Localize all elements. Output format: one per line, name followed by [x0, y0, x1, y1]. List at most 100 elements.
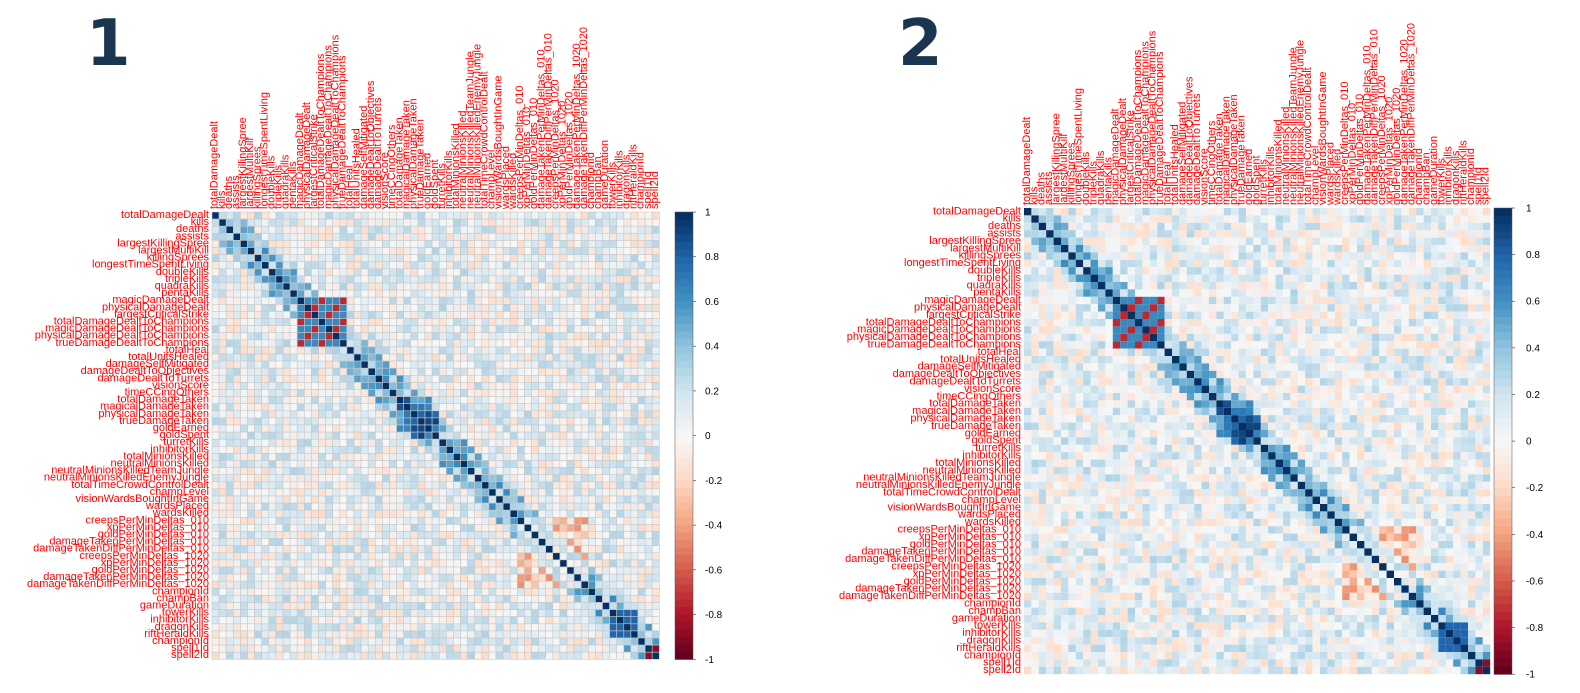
heatmap-cell — [417, 289, 426, 298]
heatmap-cell — [325, 573, 334, 582]
heatmap-cell — [1320, 274, 1328, 282]
heatmap-cell — [616, 488, 625, 497]
heatmap-cell — [332, 438, 341, 447]
heatmap-cell — [374, 502, 383, 511]
heatmap-cell — [587, 467, 596, 476]
heatmap-cell — [318, 644, 326, 653]
heatmap-cell — [1024, 296, 1032, 305]
heatmap-cell — [1268, 252, 1276, 260]
heatmap-cell — [367, 410, 376, 419]
heatmap-cell — [580, 240, 589, 248]
heatmap-cell — [474, 389, 483, 397]
heatmap-cell — [296, 623, 305, 632]
heatmap-cell — [609, 595, 617, 603]
heatmap-cell — [374, 431, 383, 440]
column-label: totalDamageDealt — [209, 121, 221, 209]
heatmap-cell — [261, 552, 270, 561]
heatmap-cell — [509, 552, 518, 561]
heatmap-cell — [1216, 208, 1224, 216]
heatmap-cell — [261, 453, 270, 461]
heatmap-cell — [1371, 252, 1380, 260]
heatmap-cell — [339, 389, 348, 397]
heatmap-cell — [403, 602, 412, 610]
heatmap-cell — [509, 374, 518, 383]
heatmap-cell — [254, 218, 263, 227]
heatmap-cell — [580, 587, 589, 596]
heatmap-cell — [275, 268, 284, 277]
heatmap-cell — [1290, 222, 1298, 231]
heatmap-cell — [396, 431, 405, 440]
heatmap-cell — [630, 460, 639, 468]
heatmap-cell — [431, 595, 440, 603]
heatmap-cell — [1423, 282, 1431, 290]
heatmap-cell — [467, 233, 476, 241]
heatmap-cell — [438, 587, 447, 596]
heatmap-cell — [1105, 267, 1113, 275]
heatmap-cell — [275, 566, 284, 575]
heatmap-cell — [516, 467, 525, 476]
heatmap-cell — [424, 573, 433, 582]
heatmap-cell — [268, 254, 277, 263]
heatmap-cell — [367, 460, 376, 468]
heatmap-cell — [318, 538, 326, 546]
heatmap-cell — [573, 630, 582, 639]
heatmap-cell — [495, 602, 504, 610]
heatmap-cell — [495, 644, 504, 653]
heatmap-cell — [417, 346, 426, 355]
heatmap-cell — [410, 495, 419, 504]
heatmap-cell — [438, 332, 447, 341]
heatmap-cell — [552, 431, 561, 440]
heatmap-cell — [318, 353, 326, 362]
heatmap-cell — [566, 595, 575, 603]
heatmap-cell — [580, 211, 589, 220]
heatmap-cell — [311, 268, 319, 277]
heatmap-cell — [516, 382, 525, 390]
heatmap-cell — [268, 573, 277, 582]
heatmap-cell — [282, 488, 291, 497]
heatmap-cell — [1468, 274, 1476, 282]
column-label: goldSpent — [429, 159, 441, 209]
heatmap-cell — [1357, 208, 1365, 216]
heatmap-cell — [374, 595, 383, 603]
heatmap-cell — [630, 573, 639, 582]
heatmap-cell — [587, 573, 596, 582]
heatmap-cell — [417, 282, 426, 291]
heatmap-cell — [1423, 208, 1431, 216]
heatmap-cell — [1275, 237, 1283, 245]
heatmap-cell — [445, 445, 454, 454]
heatmap-cell — [339, 360, 348, 369]
heatmap-cell — [254, 460, 263, 468]
heatmap-cell — [389, 218, 397, 227]
heatmap-cell — [623, 289, 632, 298]
heatmap-cell — [403, 573, 412, 582]
heatmap-cell — [374, 247, 383, 255]
heatmap-cell — [311, 389, 319, 397]
heatmap-cell — [595, 211, 603, 220]
heatmap-cell — [481, 360, 490, 369]
correlation-matrix-2: totalDamageDealtkillsdeathsassistslarges… — [839, 23, 1544, 681]
heatmap-cell — [424, 318, 433, 326]
heatmap-cell — [637, 495, 646, 504]
heatmap-cell — [417, 382, 426, 390]
heatmap-cell — [431, 488, 440, 497]
heatmap-cell — [445, 495, 454, 504]
heatmap-cell — [1149, 252, 1158, 260]
heatmap-cell — [1305, 230, 1313, 238]
heatmap-cell — [453, 481, 461, 490]
heatmap-cell — [389, 609, 397, 617]
heatmap-cell — [467, 424, 476, 433]
heatmap-cell — [268, 403, 277, 412]
heatmap-cell — [417, 353, 426, 362]
heatmap-cell — [453, 460, 461, 468]
heatmap-cell — [1216, 237, 1224, 245]
heatmap-cell — [254, 644, 263, 653]
heatmap-cell — [303, 332, 312, 341]
heatmap-cell — [403, 545, 412, 554]
heatmap-cell — [1460, 289, 1468, 297]
heatmap-cell — [1416, 222, 1424, 231]
heatmap-cell — [325, 445, 334, 454]
heatmap-cell — [602, 559, 610, 568]
heatmap-cell — [311, 311, 319, 319]
heatmap-cell — [1305, 252, 1313, 260]
heatmap-cell — [531, 325, 539, 334]
